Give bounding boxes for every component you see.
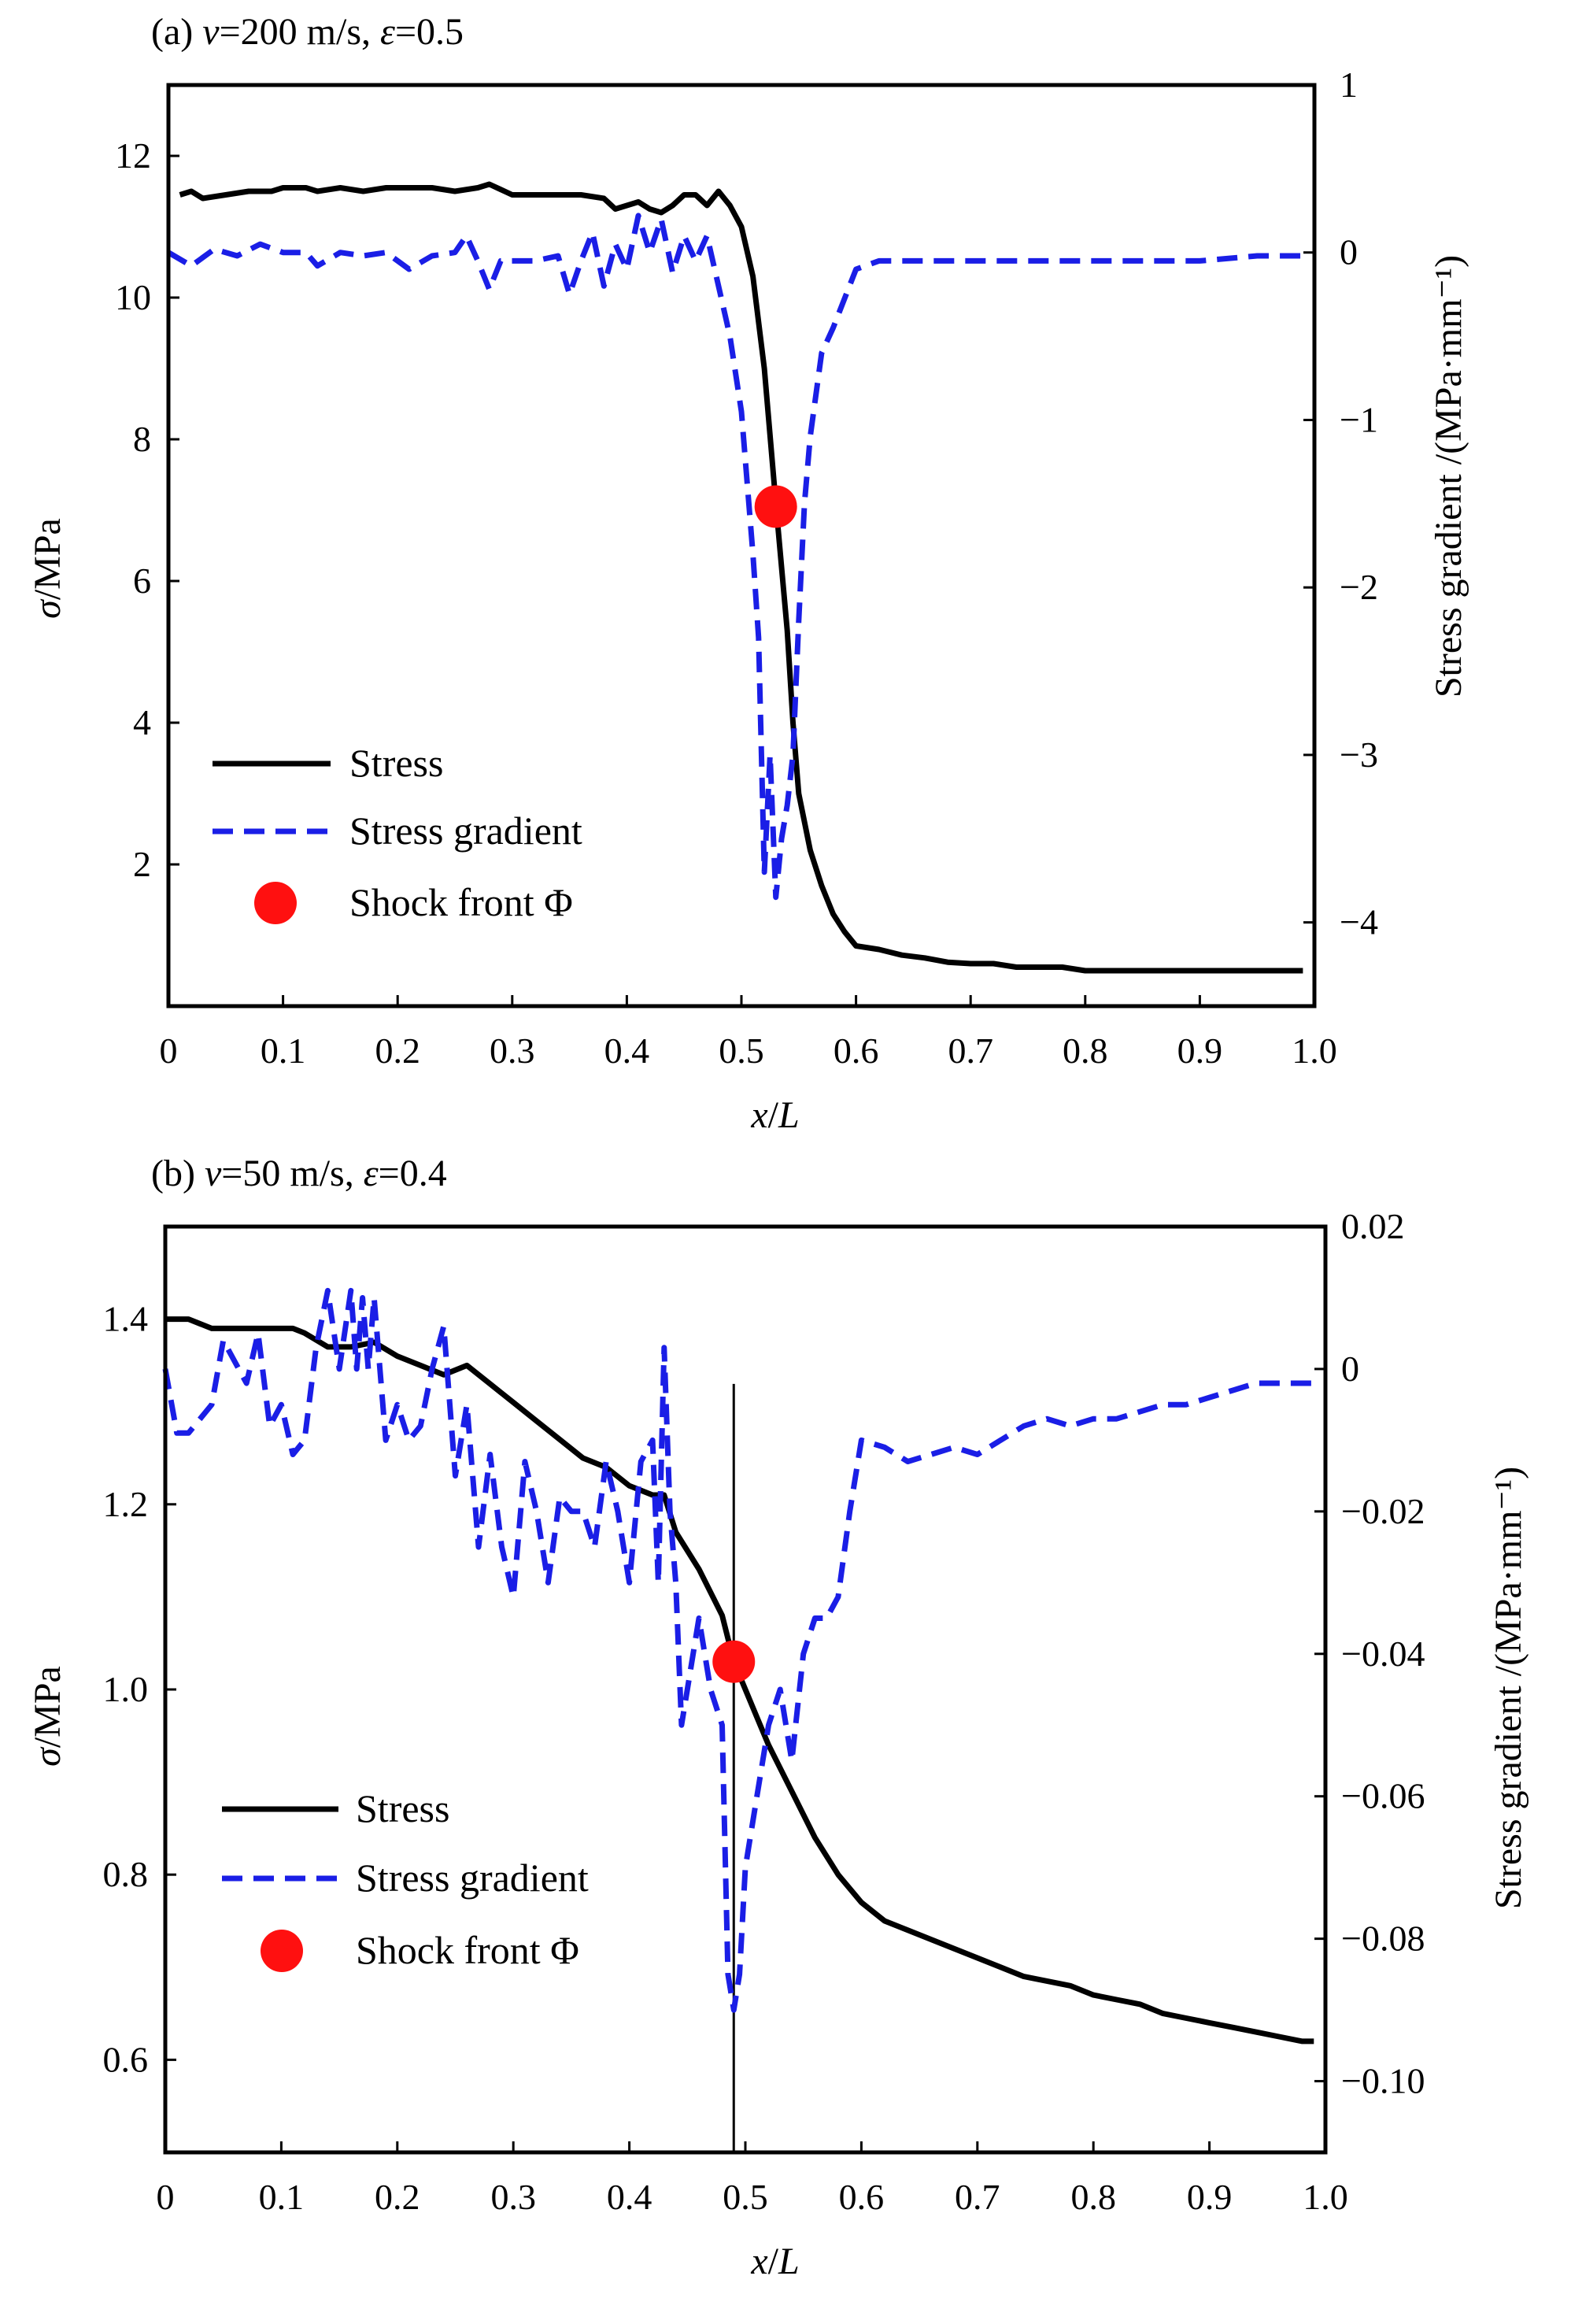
panel-b: (b) v=50 m/s, ε=0.4 σ/MPa Stress gradien…: [27, 1153, 1529, 2282]
x-tick-label: 0: [157, 2177, 175, 2217]
y2-tick-label: 1: [1340, 65, 1358, 105]
panel-b-ylabel: σ/MPa: [27, 1666, 68, 1767]
legend-stress-label: Stress: [356, 1786, 449, 1830]
panel-a-legend: Stress Stress gradient Shock front Φ: [213, 741, 582, 924]
y-tick-label: 2: [133, 844, 151, 884]
stress-gradient-series: [167, 213, 1303, 901]
y-tick-label: 12: [115, 135, 151, 176]
panel-a-xlabel: x/L: [750, 1094, 799, 1136]
y-tick-label: 1.0: [103, 1669, 149, 1709]
x-tick-label: 1.0: [1292, 1031, 1337, 1071]
y2-tick-label: −4: [1340, 902, 1378, 942]
stress-series: [165, 1316, 1314, 2045]
y2-tick-label: 0: [1341, 1349, 1359, 1389]
y-tick-label: 0.8: [103, 1854, 149, 1894]
y2-tick-label: −0.06: [1341, 1776, 1425, 1816]
x-tick-label: 0.7: [955, 2177, 1000, 2217]
y-tick-label: 1.4: [103, 1299, 149, 1339]
panel-a-y2label: Stress gradient /(MPa·mm⁻¹): [1428, 255, 1469, 698]
panel-b-y2label: Stress gradient /(MPa·mm⁻¹): [1488, 1467, 1529, 1909]
y-tick-label: 4: [133, 702, 151, 742]
x-tick-label: 0.1: [261, 1031, 306, 1071]
panel-b-plot-frame: [163, 1224, 1328, 2155]
legend-shock-marker: [254, 882, 297, 924]
y2-tick-label: −0.02: [1341, 1491, 1425, 1531]
y-tick-label: 6: [133, 561, 151, 601]
x-tick-label: 0.2: [375, 1031, 420, 1071]
x-tick-label: 0.7: [948, 1031, 993, 1071]
x-tick-label: 0.6: [834, 1031, 879, 1071]
panel-b-xlabel: x/L: [750, 2241, 799, 2282]
legend-shock-label: Shock front Φ: [356, 1928, 579, 1972]
y-tick-label: 1.2: [103, 1484, 149, 1524]
panel-a-title: (a) v=200 m/s, ε=0.5: [151, 11, 464, 53]
legend-gradient-label: Stress gradient: [349, 809, 582, 853]
x-tick-label: 0.2: [375, 2177, 420, 2217]
y2-tick-label: 0: [1340, 232, 1358, 272]
panel-a-plot-frame: [166, 83, 1317, 1008]
panel-a-ylabel: σ/MPa: [27, 518, 68, 619]
legend-shock-marker: [261, 1930, 303, 1972]
x-tick-label: 0.9: [1177, 1031, 1223, 1071]
stress-gradient-series: [162, 1287, 1314, 2013]
x-tick-label: 0.4: [607, 2177, 652, 2217]
x-tick-label: 0.5: [719, 1031, 764, 1071]
x-tick-label: 0.6: [839, 2177, 885, 2217]
x-tick-label: 0.9: [1187, 2177, 1233, 2217]
shock-front-marker: [754, 485, 797, 528]
x-tick-label: 0.5: [723, 2177, 768, 2217]
x-tick-label: 1.0: [1303, 2177, 1348, 2217]
x-tick-label: 0.8: [1063, 1031, 1108, 1071]
legend-gradient-label: Stress gradient: [356, 1856, 589, 1900]
panel-a: (a) v=200 m/s, ε=0.5 σ/MPa Stress gradie…: [27, 11, 1469, 1136]
shock-front-marker: [712, 1640, 756, 1683]
x-tick-label: 0.3: [490, 2177, 536, 2217]
y-tick-label: 10: [115, 277, 151, 317]
y2-tick-label: −0.04: [1341, 1634, 1425, 1674]
y2-tick-label: −0.08: [1341, 1919, 1425, 1959]
x-tick-label: 0.4: [604, 1031, 650, 1071]
legend-stress-label: Stress: [349, 741, 443, 785]
y-tick-label: 0.6: [103, 2039, 149, 2079]
legend-shock-label: Shock front Φ: [349, 880, 573, 924]
panel-b-legend: Stress Stress gradient Shock front Φ: [222, 1786, 589, 1972]
y2-tick-label: −0.10: [1341, 2061, 1425, 2101]
y2-tick-label: 0.02: [1341, 1206, 1405, 1246]
x-tick-label: 0.3: [490, 1031, 535, 1071]
x-tick-label: 0: [160, 1031, 178, 1071]
y2-tick-label: −3: [1340, 735, 1378, 775]
x-tick-label: 0.1: [259, 2177, 305, 2217]
y2-tick-label: −2: [1340, 567, 1378, 607]
x-tick-label: 0.8: [1070, 2177, 1116, 2217]
y2-tick-label: −1: [1340, 399, 1378, 439]
stress-series: [179, 181, 1303, 974]
panel-b-title: (b) v=50 m/s, ε=0.4: [151, 1153, 447, 1194]
y-tick-label: 8: [133, 419, 151, 459]
